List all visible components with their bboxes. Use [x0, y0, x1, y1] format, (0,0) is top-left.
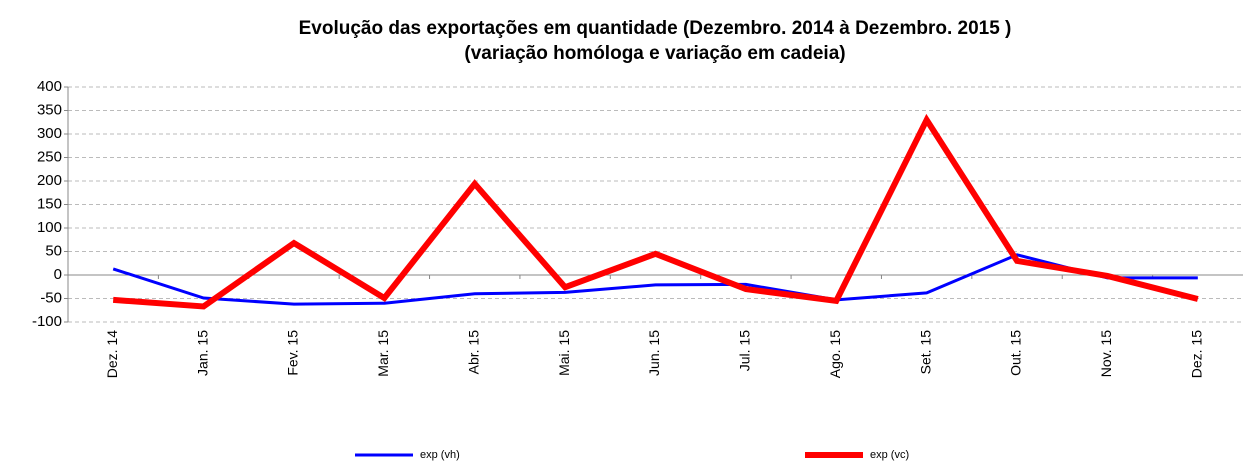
legend-label: exp (vc): [870, 449, 909, 461]
y-tick-label: 150: [37, 195, 62, 212]
y-tick-label: 400: [37, 78, 62, 95]
x-tick-label: Jul. 15: [737, 330, 753, 371]
x-tick-label: Mar. 15: [375, 330, 391, 377]
y-tick-label: 50: [45, 242, 62, 259]
y-tick-label: -50: [40, 289, 62, 306]
y-tick-label: -100: [32, 313, 62, 330]
y-tick-label: 300: [37, 125, 62, 142]
y-tick-label: 350: [37, 101, 62, 118]
x-tick-label: Set. 15: [917, 330, 933, 375]
x-tick-label: Out. 15: [1008, 330, 1024, 376]
x-tick-label: Ago. 15: [827, 330, 843, 378]
chart-subtitle: (variação homóloga e variação em cadeia): [464, 43, 845, 64]
x-tick-label: Nov. 15: [1098, 330, 1114, 377]
x-tick-label: Jan. 15: [194, 330, 210, 376]
y-tick-label: 0: [54, 266, 62, 283]
x-tick-label: Dez. 15: [1189, 330, 1205, 378]
y-tick-label: 250: [37, 148, 62, 165]
x-tick-label: Fev. 15: [285, 330, 301, 376]
x-tick-label: Abr. 15: [465, 330, 481, 375]
chart-title: Evolução das exportações em quantidade (…: [299, 18, 1012, 39]
y-tick-label: 100: [37, 219, 62, 236]
x-tick-label: Jun. 15: [646, 330, 662, 376]
x-tick-label: Dez. 14: [104, 330, 120, 378]
x-tick-label: Mai. 15: [556, 330, 572, 376]
legend-label: exp (vh): [420, 449, 460, 461]
series-line: [112, 113, 1199, 310]
legend: exp (vh) exp (vc): [355, 449, 909, 461]
series-line: [112, 253, 1198, 306]
y-tick-label: 200: [37, 172, 62, 189]
